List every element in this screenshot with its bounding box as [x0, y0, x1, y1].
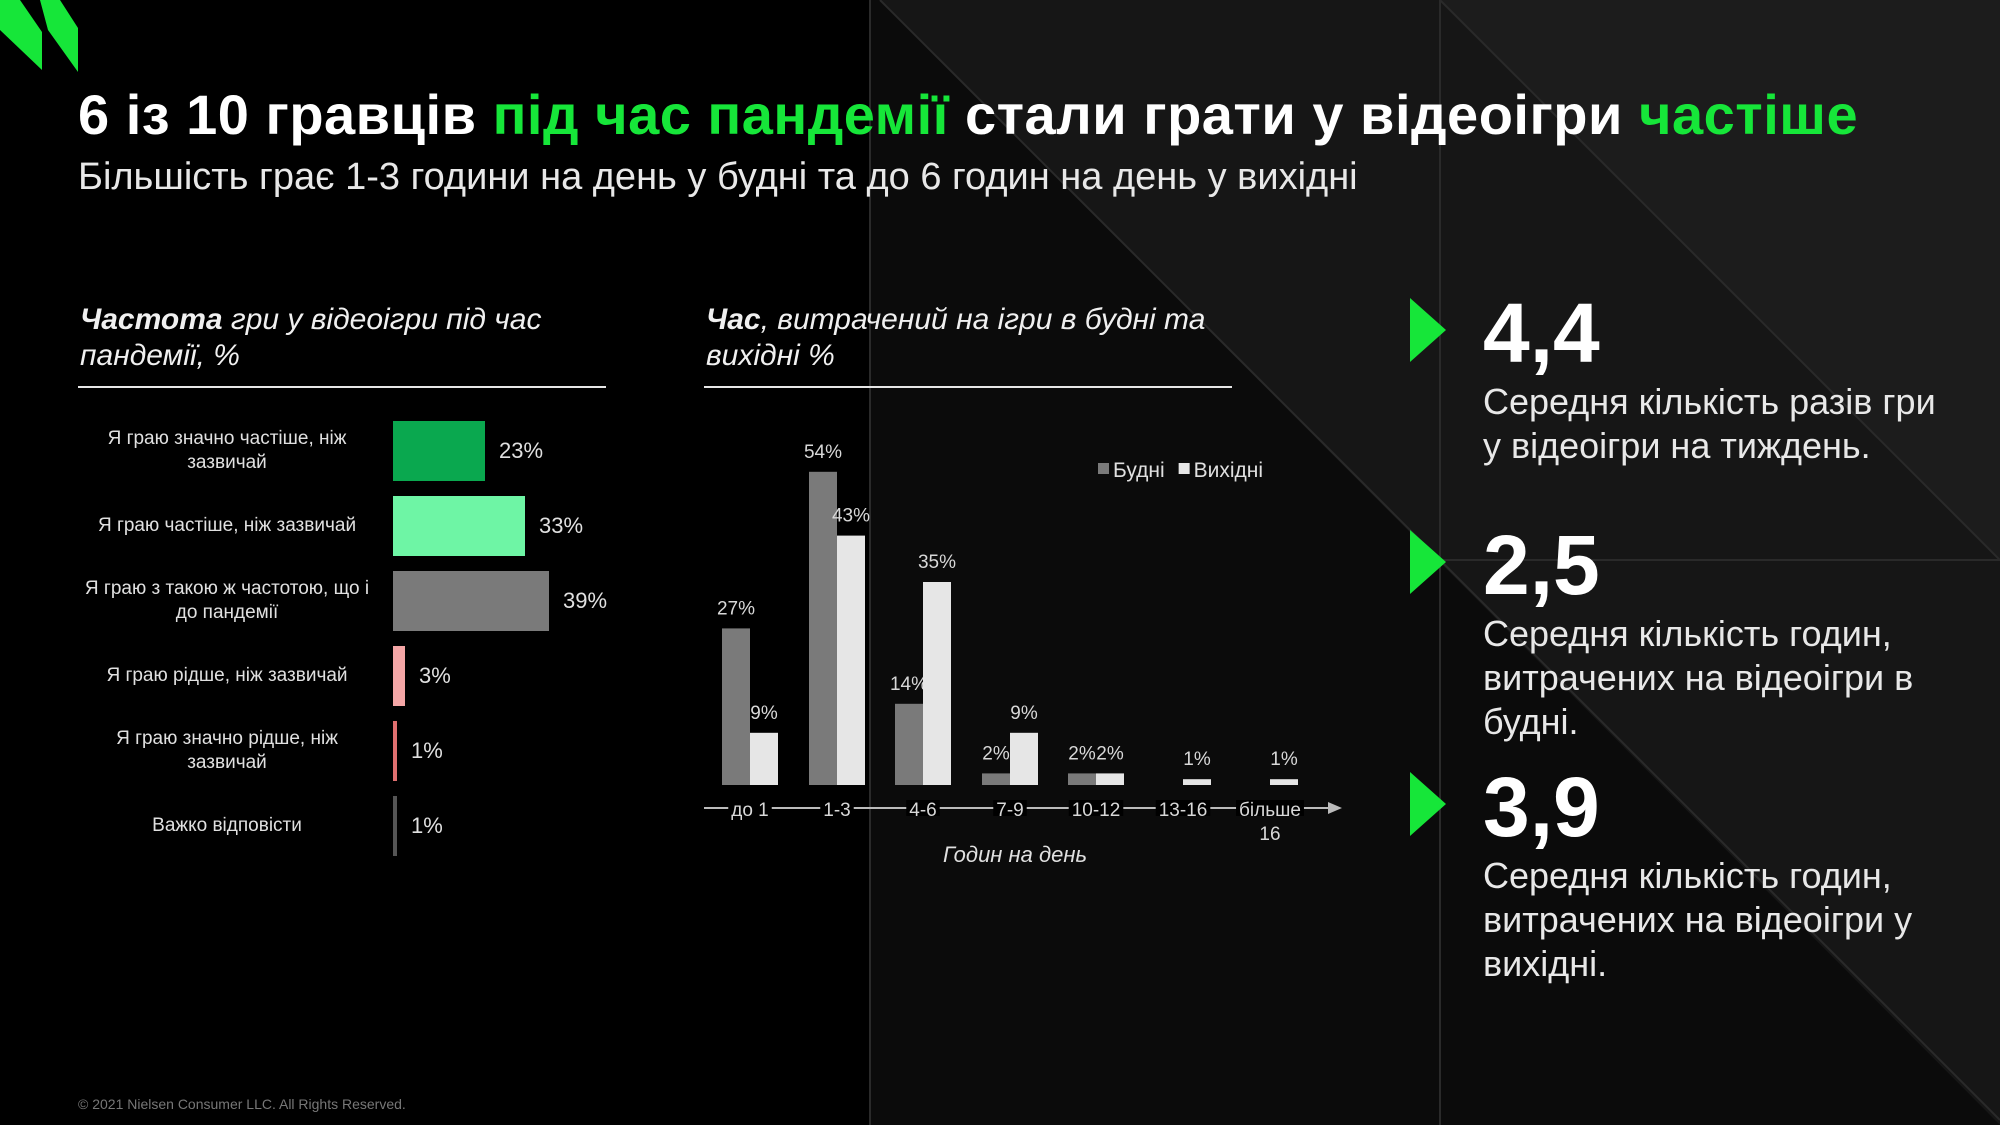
x-tick-label: 4-6: [909, 800, 936, 821]
x-tick-label: 1-3: [823, 800, 850, 821]
tick-label-backdrop: [1068, 800, 1124, 816]
x-tick-label: 10-12: [1072, 800, 1121, 821]
legend-label: Будні: [1113, 459, 1165, 482]
column-value-label: 14%: [890, 674, 928, 695]
bar: [393, 571, 549, 631]
column-bar: [1096, 773, 1124, 785]
tick-label-backdrop: [728, 800, 772, 816]
column-bar: [1010, 732, 1038, 785]
column-bar: [982, 773, 1010, 785]
legend-swatch: [1178, 463, 1190, 474]
bar-category-label: Я граю з такою ж частотою, що і до панде…: [84, 578, 370, 623]
column-value-label: 54%: [804, 442, 842, 463]
stat-value: 3,9: [1483, 760, 1600, 854]
bar-value-label: 1%: [411, 813, 443, 838]
play-triangle-icon: [1410, 530, 1446, 594]
column-bar: [895, 703, 923, 785]
copyright-footer: © 2021 Nielsen Consumer LLC. All Rights …: [78, 1096, 406, 1112]
column-bar: [750, 732, 778, 785]
left-chart-rule: [78, 386, 606, 388]
stat-value: 4,4: [1483, 286, 1600, 380]
x-axis-arrow-icon: [1328, 802, 1342, 814]
column-bar: [809, 471, 837, 785]
x-tick-label: до 1: [731, 800, 769, 821]
page-subtitle: Більшість грає 1-3 години на день у будн…: [78, 156, 1358, 198]
bar-value-label: 33%: [539, 513, 584, 538]
bar-category-label: Я граю значно частіше, ніж зазвичай: [107, 428, 347, 473]
column-value-label: 9%: [750, 703, 778, 724]
bar-value-label: 23%: [499, 438, 544, 463]
bar: [393, 421, 485, 481]
page-title: 6 із 10 гравців під час пандемії стали г…: [78, 83, 1859, 146]
tick-label-backdrop: [1236, 800, 1304, 816]
tick-label-backdrop: [1155, 800, 1211, 816]
bar-category-label: Я граю рідше, ніж зазвичай: [106, 665, 348, 686]
column-value-label: 2%: [982, 743, 1010, 764]
column-value-label: 43%: [832, 506, 870, 527]
bar-value-label: 3%: [419, 663, 451, 688]
legend-swatch: [1098, 463, 1109, 474]
column-value-label: 1%: [1183, 749, 1211, 770]
column-bar: [722, 628, 750, 785]
x-tick-label: 7-9: [996, 800, 1023, 821]
bar: [393, 721, 397, 781]
bar-category-label: Важко відповісти: [152, 815, 302, 836]
left-chart-title: Частота гри у відеоігри під час пандемії…: [80, 303, 542, 372]
column-bar: [923, 582, 951, 785]
x-axis-title: Годин на день: [943, 842, 1087, 867]
play-triangle-icon: [1410, 772, 1446, 836]
stat-description: Середня кількість годин, витрачених на в…: [1483, 613, 1914, 742]
column-bar: [1270, 779, 1298, 785]
play-triangle-icon: [1410, 298, 1446, 362]
column-bar: [837, 535, 865, 785]
column-bar: [1183, 779, 1211, 785]
column-bar: [1068, 773, 1096, 785]
column-value-label: 2%: [1096, 743, 1124, 764]
bar: [393, 496, 525, 556]
stat-description: Середня кількість годин, витрачених на в…: [1483, 855, 1913, 984]
column-value-label: 2%: [1068, 743, 1096, 764]
column-value-label: 1%: [1270, 749, 1298, 770]
x-tick-label: 13-16: [1159, 800, 1208, 821]
bar-category-label: Я граю значно рідше, ніж зазвичай: [116, 728, 338, 773]
legend-label: Вихідні: [1194, 459, 1263, 482]
right-chart-title: Час, витрачений на ігри в будні та вихід…: [706, 303, 1206, 372]
tick-label-backdrop: [993, 800, 1027, 816]
column-value-label: 27%: [717, 598, 755, 619]
stat-value: 2,5: [1483, 518, 1600, 612]
bar-value-label: 1%: [411, 738, 443, 763]
column-value-label: 35%: [918, 552, 956, 573]
stat-description: Середня кількість разів гри у відеоігри …: [1483, 381, 1936, 466]
column-value-label: 9%: [1010, 703, 1038, 724]
logo-icon: [0, 0, 78, 72]
tick-label-backdrop: [906, 800, 940, 816]
bar: [393, 646, 405, 706]
right-chart-rule: [704, 386, 1232, 388]
bar-category-label: Я граю частіше, ніж зазвичай: [97, 515, 357, 536]
bar-value-label: 39%: [563, 588, 608, 613]
bar: [393, 796, 397, 856]
x-tick-label: більше 16: [1239, 800, 1301, 845]
tick-label-backdrop: [820, 800, 854, 816]
